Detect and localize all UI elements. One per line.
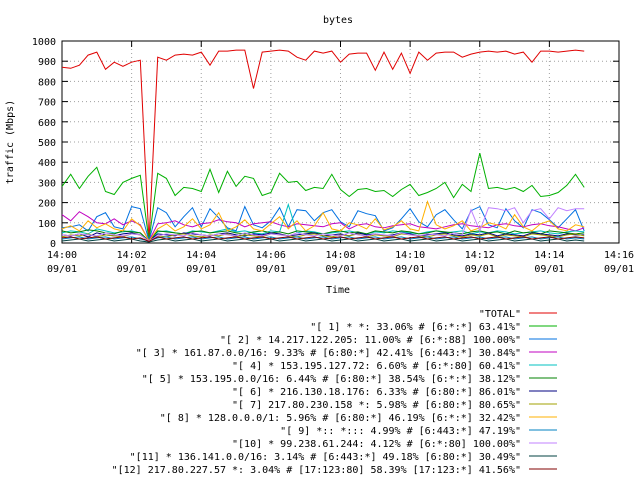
y-tick-label: 1000 bbox=[32, 37, 56, 48]
legend-label: "[ 5] * 153.195.0.0/16: 6.44% # [6:80:*]… bbox=[142, 374, 521, 385]
grid bbox=[62, 41, 619, 243]
x-tick-label-date: 09/01 bbox=[465, 264, 495, 275]
y-tick-label: 300 bbox=[38, 178, 56, 189]
legend-label: "[ 4] * 153.195.127.72: 6.60% # [6:*:80]… bbox=[232, 361, 521, 372]
y-tick-label: 0 bbox=[50, 239, 56, 250]
legend-label: "TOTAL" bbox=[479, 309, 521, 320]
x-tick-label-time: 14:10 bbox=[395, 250, 425, 261]
x-tick-label-time: 14:16 bbox=[604, 250, 634, 261]
x-tick-label-time: 14:14 bbox=[534, 250, 564, 261]
x-tick-label-time: 14:06 bbox=[256, 250, 286, 261]
x-tick-label-date: 09/01 bbox=[47, 264, 77, 275]
y-axis-label: traffic (Mbps) bbox=[5, 100, 16, 184]
legend-label: "[10] * 99.238.61.244: 4.12% # [6:*:80] … bbox=[232, 439, 521, 450]
legend-label: "[ 1] * *: 33.06% # [6:*:*] 63.41%" bbox=[310, 322, 521, 333]
x-tick-label-date: 09/01 bbox=[604, 264, 634, 275]
series-line-12 bbox=[61, 236, 585, 242]
legend-label: "[ 2] * 14.217.122.205: 11.00% # [6:*:88… bbox=[220, 335, 521, 346]
y-tick-label: 500 bbox=[38, 138, 56, 149]
legend-label: "[ 3] * 161.87.0.0/16: 9.33% # [6:80:*] … bbox=[136, 348, 521, 359]
chart-title: bytes bbox=[323, 15, 353, 26]
x-tick-label-date: 09/01 bbox=[534, 264, 564, 275]
x-tick-label-time: 14:08 bbox=[325, 250, 355, 261]
x-tick-label-time: 14:00 bbox=[47, 250, 77, 261]
y-tick-label: 600 bbox=[38, 118, 56, 129]
x-tick-label-date: 09/01 bbox=[325, 264, 355, 275]
legend-label: "[12] 217.80.227.57 *: 3.04% # [17:123:8… bbox=[112, 465, 521, 476]
x-tick-label-date: 09/01 bbox=[395, 264, 425, 275]
legend: "TOTAL" "[ 1] * *: 33.06% # [6:*:*] 63.41… bbox=[112, 309, 557, 476]
axes: 0 100 200 300 400 500 600 700 800 900 1000 14:00 09/… bbox=[32, 37, 634, 275]
series-line-1 bbox=[61, 152, 585, 242]
y-tick-label: 100 bbox=[38, 219, 56, 230]
legend-label: "[11] * 136.141.0.0/16: 3.14% # [6:443:*… bbox=[130, 452, 521, 463]
legend-label: "[ 7] 217.80.230.158 *: 5.98% # [6:80:*]… bbox=[232, 400, 521, 411]
y-tick-label: 200 bbox=[38, 199, 56, 210]
x-tick-label-time: 14:04 bbox=[186, 250, 216, 261]
y-tick-label: 400 bbox=[38, 158, 56, 169]
x-tick-label-date: 09/01 bbox=[256, 264, 286, 275]
x-axis-label: Time bbox=[326, 285, 350, 296]
x-tick-label-date: 09/01 bbox=[186, 264, 216, 275]
series-lines bbox=[61, 49, 585, 243]
x-tick-label-time: 14:02 bbox=[117, 250, 147, 261]
legend-label: "[ 8] * 128.0.0.0/1: 5.96% # [6:80:*] 46… bbox=[160, 413, 521, 424]
x-tick-label-time: 14:12 bbox=[465, 250, 495, 261]
y-tick-label: 800 bbox=[38, 77, 56, 88]
x-tick-label-date: 09/01 bbox=[117, 264, 147, 275]
legend-label: "[ 6] * 216.130.18.176: 6.33% # [6:80:*]… bbox=[232, 387, 521, 398]
y-tick-label: 700 bbox=[38, 98, 56, 109]
y-tick-label: 900 bbox=[38, 57, 56, 68]
legend-label: "[ 9] *:: *::: 4.99% # [6:443:*] 47.19%" bbox=[280, 426, 521, 437]
